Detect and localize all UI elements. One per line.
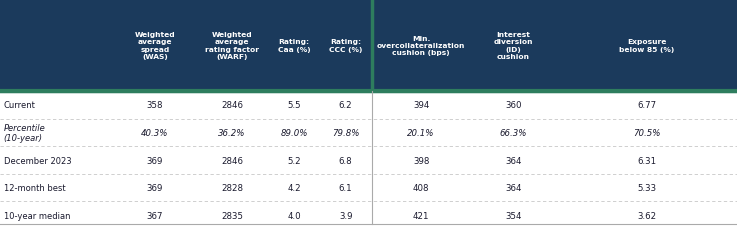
Text: 89.0%: 89.0% xyxy=(280,128,308,137)
Text: 354: 354 xyxy=(505,211,522,220)
Bar xyxy=(0,174,737,202)
Text: 20.1%: 20.1% xyxy=(408,128,435,137)
Text: 6.31: 6.31 xyxy=(638,156,656,165)
Text: 6.8: 6.8 xyxy=(339,156,352,165)
Text: 369: 369 xyxy=(147,156,163,165)
Text: 360: 360 xyxy=(505,101,522,110)
Text: Current: Current xyxy=(4,101,35,110)
Text: 394: 394 xyxy=(413,101,430,110)
Text: 3.62: 3.62 xyxy=(638,211,656,220)
Text: Percentile
(10-year): Percentile (10-year) xyxy=(4,123,46,142)
Text: 6.2: 6.2 xyxy=(339,101,352,110)
Text: 79.8%: 79.8% xyxy=(332,128,360,137)
Bar xyxy=(0,202,737,229)
Text: 2828: 2828 xyxy=(221,183,243,192)
Bar xyxy=(0,119,737,147)
Text: Rating:
Caa (%): Rating: Caa (%) xyxy=(278,39,310,52)
Text: 6.77: 6.77 xyxy=(638,101,656,110)
Text: 4.2: 4.2 xyxy=(287,183,301,192)
Bar xyxy=(0,0,737,92)
Text: 66.3%: 66.3% xyxy=(500,128,527,137)
Text: 421: 421 xyxy=(413,211,430,220)
Text: Rating:
CCC (%): Rating: CCC (%) xyxy=(329,39,363,52)
Bar xyxy=(0,147,737,174)
Text: Weighted
average
rating factor
(WARF): Weighted average rating factor (WARF) xyxy=(205,32,259,60)
Text: 398: 398 xyxy=(413,156,430,165)
Text: 70.5%: 70.5% xyxy=(633,128,660,137)
Text: 10-year median: 10-year median xyxy=(4,211,70,220)
Text: 408: 408 xyxy=(413,183,430,192)
Text: Interest
diversion
(ID)
cushion: Interest diversion (ID) cushion xyxy=(494,32,533,60)
Text: 5.5: 5.5 xyxy=(287,101,301,110)
Text: 3.9: 3.9 xyxy=(339,211,352,220)
Text: 2846: 2846 xyxy=(221,156,243,165)
Text: Weighted
average
spread
(WAS): Weighted average spread (WAS) xyxy=(134,32,175,60)
Text: Min.
overcollateralization
cushion (bps): Min. overcollateralization cushion (bps) xyxy=(377,35,465,56)
Text: 5.33: 5.33 xyxy=(638,183,656,192)
Text: 369: 369 xyxy=(147,183,163,192)
Text: 12-month best: 12-month best xyxy=(4,183,66,192)
Text: 367: 367 xyxy=(147,211,163,220)
Text: December 2023: December 2023 xyxy=(4,156,71,165)
Text: 6.1: 6.1 xyxy=(339,183,352,192)
Text: 2835: 2835 xyxy=(221,211,243,220)
Text: 2846: 2846 xyxy=(221,101,243,110)
Text: 36.2%: 36.2% xyxy=(218,128,246,137)
Text: 358: 358 xyxy=(147,101,163,110)
Text: 4.0: 4.0 xyxy=(287,211,301,220)
Text: 5.2: 5.2 xyxy=(287,156,301,165)
Text: 40.3%: 40.3% xyxy=(141,128,169,137)
Text: 364: 364 xyxy=(505,183,522,192)
Text: 364: 364 xyxy=(505,156,522,165)
Text: Exposure
below 85 (%): Exposure below 85 (%) xyxy=(619,39,674,52)
Bar xyxy=(0,92,737,119)
